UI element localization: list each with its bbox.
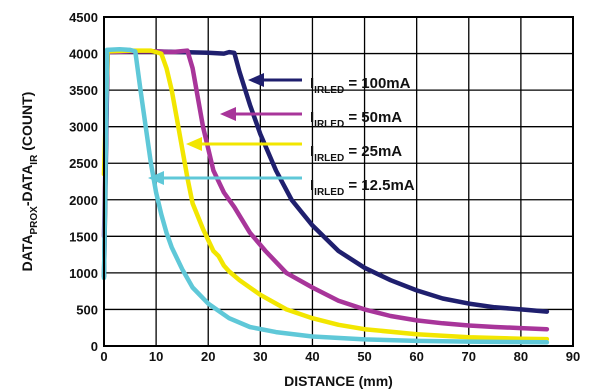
y-tick-label: 3000	[69, 120, 98, 135]
plot-frame	[103, 16, 574, 347]
x-tick-label: 60	[409, 349, 423, 364]
series-lines	[101, 46, 550, 345]
y-tick-label: 2000	[69, 193, 98, 208]
y-tick-label: 0	[91, 339, 98, 354]
series-label-100ma: IIRLED = 100mA	[310, 75, 411, 96]
x-tick-label: 50	[357, 349, 371, 364]
arrow-head-12-5ma	[148, 171, 164, 185]
y-axis-title: DATAPROX-DATAIR (COUNT)	[19, 92, 40, 272]
series-line-12-5ma	[101, 46, 550, 345]
y-tick-label: 1000	[69, 266, 98, 281]
x-tick-label: 90	[566, 349, 580, 364]
x-tick-label: 80	[514, 349, 528, 364]
series-label-50ma: IIRLED = 50mA	[310, 109, 402, 130]
y-tick-label: 4500	[69, 10, 98, 25]
x-tick-label: 70	[462, 349, 476, 364]
y-tick-label: 1500	[69, 229, 98, 244]
series-line-25ma	[101, 48, 550, 342]
x-tick-label: 30	[253, 349, 267, 364]
x-tick-label: 20	[201, 349, 215, 364]
annotations: IIRLED = 100mA IIRLED = 50mA IIRLED = 25mA…	[148, 73, 415, 198]
plot-border	[103, 16, 574, 347]
series-label-25ma: IIRLED = 25mA	[310, 143, 402, 164]
series-line-50ma	[101, 48, 550, 332]
x-tick-label: 10	[149, 349, 163, 364]
series-label-12-5ma: IIRLED = 12.5mA	[310, 177, 415, 198]
x-axis-title: DISTANCE (mm)	[284, 373, 393, 389]
y-tick-label: 3500	[69, 83, 98, 98]
tick-labels: 0 10 20 30 40 50 60 70 80 90 0 500 1000 1500 2000 2500 3…	[69, 10, 580, 364]
y-tick-label: 4000	[69, 47, 98, 62]
y-tick-label: 2500	[69, 156, 98, 171]
x-tick-label: 40	[305, 349, 319, 364]
y-tick-label: 500	[76, 302, 98, 317]
arrow-head-100ma	[248, 73, 264, 87]
axis-titles: DISTANCE (mm) DATAPROX-DATAIR (COUNT)	[19, 92, 393, 389]
arrow-head-50ma	[220, 107, 236, 121]
grid	[103, 16, 574, 347]
arrow-head-25ma	[186, 137, 202, 151]
x-tick-label: 0	[100, 349, 107, 364]
